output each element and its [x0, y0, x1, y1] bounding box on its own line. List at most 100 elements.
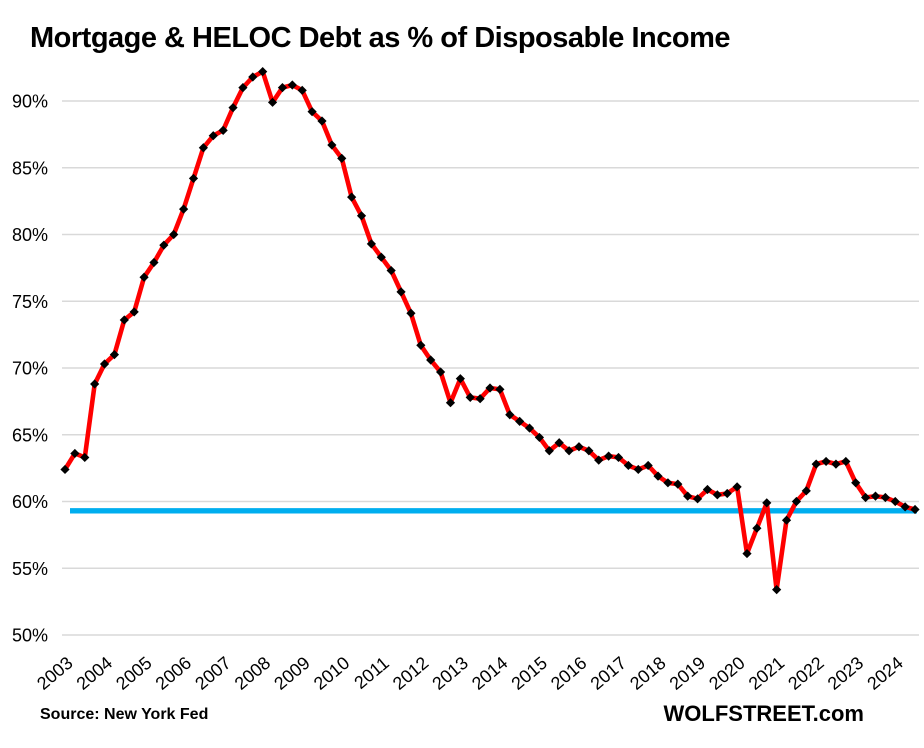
data-point-marker	[574, 442, 584, 452]
data-point-marker	[426, 355, 436, 365]
data-point-marker	[188, 173, 199, 184]
x-axis-tick-label: 2015	[507, 653, 551, 694]
data-point-marker	[267, 97, 278, 107]
data-point-marker	[594, 455, 604, 465]
data-point-marker	[396, 287, 406, 297]
data-point-marker	[811, 459, 821, 469]
data-point-marker	[505, 410, 515, 420]
data-point-marker	[702, 484, 713, 495]
data-point-marker	[287, 80, 297, 90]
data-point-marker	[643, 460, 653, 471]
data-point-marker	[307, 107, 317, 117]
data-point-marker	[515, 416, 525, 426]
data-point-marker	[179, 204, 189, 214]
data-point-marker	[722, 488, 732, 499]
data-point-marker	[564, 446, 574, 456]
data-point-marker	[900, 502, 910, 512]
data-point-marker	[613, 452, 624, 463]
data-point-marker	[890, 496, 900, 507]
data-point-marker	[347, 192, 357, 202]
data-point-marker	[129, 307, 139, 317]
y-axis-tick-label: 75%	[12, 292, 48, 312]
x-axis-tick-label: 2006	[152, 653, 196, 694]
data-point-marker	[623, 460, 633, 471]
wolfstreet-brand: WOLFSTREET.com	[663, 701, 864, 726]
data-point-marker	[801, 486, 811, 496]
data-point-marker	[604, 451, 614, 461]
x-axis-tick-label: 2011	[350, 653, 393, 693]
data-point-marker	[475, 394, 485, 404]
data-point-marker	[356, 211, 367, 221]
data-point-marker	[208, 131, 218, 141]
source-attribution: Source: New York Fed	[40, 706, 209, 723]
x-axis-tick-label: 2013	[428, 653, 472, 694]
data-point-marker	[485, 383, 495, 393]
data-point-marker	[139, 272, 149, 282]
data-point-marker	[297, 85, 307, 95]
data-point-marker	[337, 153, 347, 164]
x-axis-tick-label: 2014	[468, 653, 512, 694]
data-point-marker	[534, 432, 545, 443]
x-axis-tick-label: 2022	[784, 653, 828, 694]
x-axis-tick-label: 2023	[824, 653, 868, 694]
data-point-marker	[791, 496, 802, 507]
data-point-marker	[910, 504, 920, 515]
data-point-marker	[742, 548, 752, 559]
data-point-marker	[435, 367, 446, 377]
x-axis-tick-label: 2005	[112, 653, 156, 694]
data-point-marker	[633, 464, 643, 475]
data-point-marker	[584, 446, 594, 456]
data-point-marker	[238, 83, 248, 93]
y-axis-tick-label: 50%	[12, 626, 48, 646]
data-point-marker	[445, 398, 456, 408]
data-point-marker	[841, 456, 851, 467]
data-point-marker	[762, 498, 772, 508]
x-axis-tick-label: 2020	[705, 653, 749, 694]
data-point-marker	[119, 315, 129, 325]
x-axis-tick-label: 2017	[587, 653, 631, 694]
data-point-marker	[317, 116, 327, 126]
data-point-marker	[258, 67, 268, 77]
y-axis-tick-label: 55%	[12, 559, 48, 579]
data-point-marker	[198, 143, 208, 153]
x-axis-tick-label: 2016	[547, 653, 591, 694]
x-axis-tick-label: 2007	[191, 653, 235, 694]
data-point-marker	[683, 491, 693, 501]
data-point-marker	[386, 265, 396, 276]
x-axis-tick-label: 2008	[231, 653, 275, 694]
y-axis-tick-label: 65%	[12, 425, 48, 445]
data-point-marker	[524, 423, 535, 433]
data-point-marker	[416, 340, 426, 350]
data-point-marker	[663, 478, 673, 488]
x-axis-tick-label: 2012	[389, 653, 433, 694]
x-axis-tick-label: 2018	[626, 653, 670, 694]
data-point-marker	[228, 103, 238, 113]
data-point-marker	[327, 140, 337, 150]
x-axis-tick-label: 2021	[745, 653, 789, 694]
data-point-marker	[159, 240, 169, 250]
data-point-marker	[109, 350, 120, 360]
data-point-marker	[248, 72, 258, 82]
data-point-marker	[495, 384, 505, 394]
data-point-marker	[277, 83, 288, 93]
data-point-marker	[772, 585, 782, 595]
data-point-marker	[692, 494, 703, 504]
data-point-marker	[821, 456, 831, 467]
data-point-marker	[752, 523, 762, 533]
data-point-marker	[781, 515, 792, 525]
x-axis-tick-label: 2009	[270, 653, 314, 694]
data-point-marker	[169, 229, 179, 240]
data-point-marker	[851, 478, 861, 488]
y-axis-tick-label: 85%	[12, 158, 48, 178]
data-point-marker	[870, 491, 881, 501]
data-point-marker	[90, 379, 100, 389]
data-point-marker	[712, 490, 722, 500]
y-axis-tick-label: 80%	[12, 225, 48, 245]
data-point-marker	[406, 308, 416, 318]
x-axis-tick-label: 2004	[73, 653, 117, 694]
x-axis-tick-label: 2010	[310, 653, 354, 694]
data-point-marker	[831, 459, 841, 469]
y-axis-tick-label: 90%	[12, 92, 48, 112]
